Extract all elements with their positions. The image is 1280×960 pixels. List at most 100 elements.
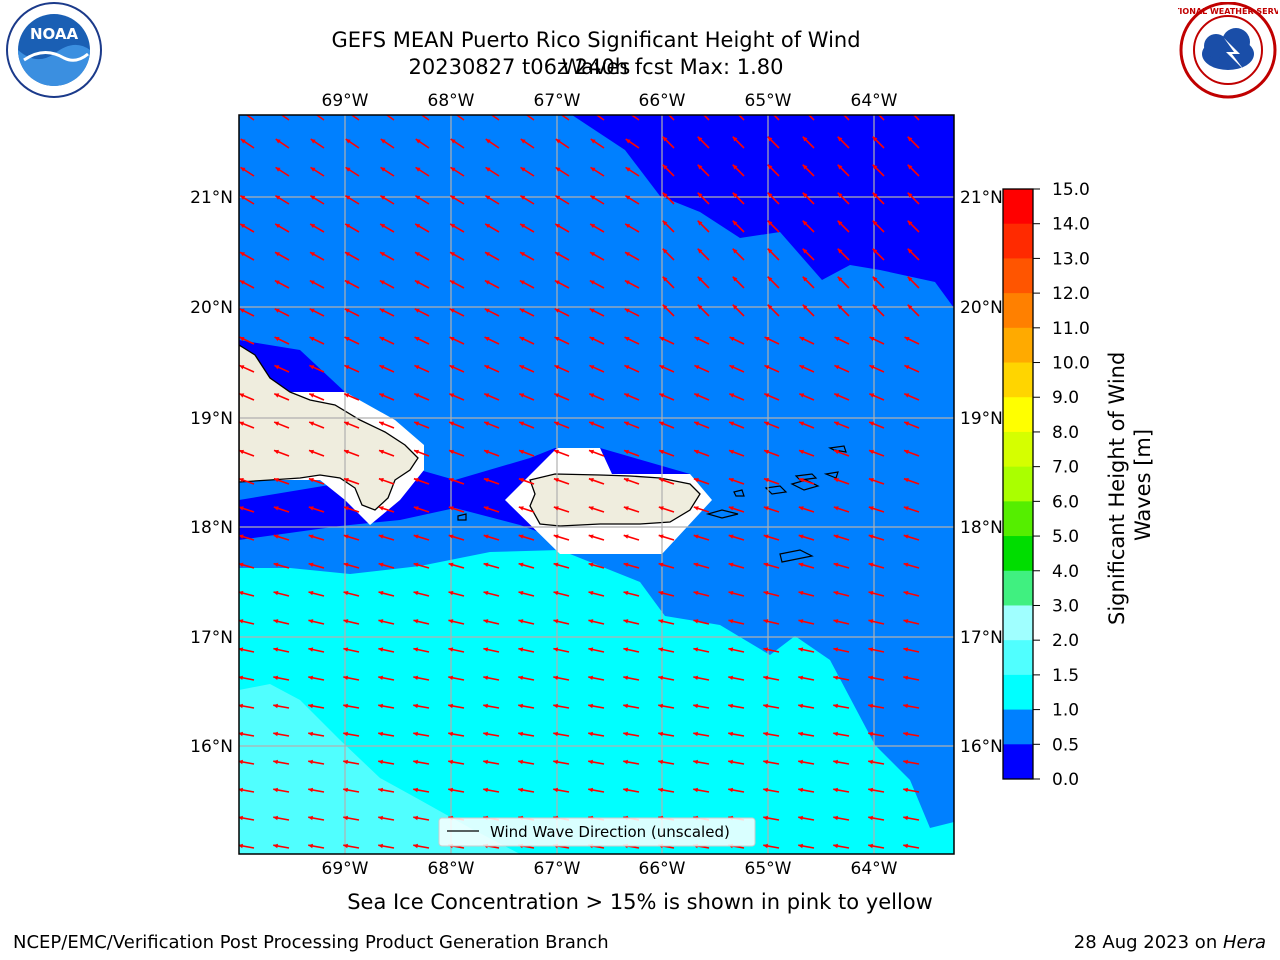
wave-direction-arrowhead bbox=[343, 787, 349, 793]
wave-direction-arrowhead bbox=[518, 534, 524, 539]
wave-direction-arrowhead bbox=[343, 590, 349, 596]
wave-direction-arrowhead bbox=[658, 478, 664, 483]
wave-direction-arrowhead bbox=[868, 787, 874, 793]
wave-direction-arrowhead bbox=[378, 759, 384, 765]
wave-direction-arrowhead bbox=[868, 506, 874, 511]
wave-direction-arrowhead bbox=[588, 703, 594, 709]
wave-direction-arrowhead bbox=[343, 478, 349, 483]
wave-direction-arrowhead bbox=[308, 506, 314, 511]
wave-direction-arrowhead bbox=[345, 195, 351, 200]
wave-direction-arrowhead bbox=[484, 421, 490, 426]
wave-direction-arrowhead bbox=[662, 248, 668, 254]
wave-direction-arrowhead bbox=[275, 139, 281, 144]
wave-direction-arrowhead bbox=[554, 393, 560, 398]
wave-direction-arrowhead bbox=[273, 703, 279, 709]
wave-direction-arrowhead bbox=[343, 506, 349, 511]
wave-direction-arrowhead bbox=[767, 136, 773, 142]
wave-direction-arrowhead bbox=[868, 590, 874, 596]
lon-label: 67°W bbox=[534, 859, 581, 879]
wave-direction-arrowhead bbox=[694, 421, 700, 426]
wave-direction-arrow bbox=[772, 115, 780, 121]
wave-direction-arrowhead bbox=[553, 534, 559, 539]
lon-labels-bottom: 69°W 68°W 67°W 66°W 65°W 64°W bbox=[322, 859, 898, 879]
wave-direction-arrowhead bbox=[833, 787, 839, 793]
wave-direction-arrowhead bbox=[555, 252, 561, 257]
wave-direction-arrowhead bbox=[240, 252, 246, 257]
wave-direction-arrowhead bbox=[798, 759, 804, 765]
wave-direction-arrowhead bbox=[274, 393, 280, 398]
wave-direction-arrowhead bbox=[308, 731, 314, 737]
nws-logo-text: NATIONAL WEATHER SERVICE bbox=[1178, 7, 1278, 16]
colorbar-tick-label: 10.0 bbox=[1052, 354, 1090, 374]
wave-direction-arrowhead bbox=[590, 139, 596, 144]
wave-direction-arrowhead bbox=[763, 647, 769, 652]
wave-direction-arrowhead bbox=[483, 506, 489, 511]
lon-label: 69°W bbox=[322, 859, 369, 879]
wave-direction-arrowhead bbox=[589, 280, 595, 285]
wave-direction-arrowhead bbox=[485, 223, 491, 229]
wave-direction-arrowhead bbox=[240, 139, 246, 144]
wave-direction-arrowhead bbox=[728, 675, 734, 681]
wave-direction-arrowhead bbox=[697, 220, 703, 226]
wave-direction-arrowhead bbox=[693, 534, 699, 539]
wave-direction-arrowhead bbox=[763, 675, 769, 681]
wave-direction-arrowhead bbox=[588, 759, 594, 765]
wave-direction-arrowhead bbox=[448, 478, 454, 483]
lon-label: 68°W bbox=[428, 91, 475, 111]
lat-label: 16°N bbox=[960, 737, 1003, 757]
colorbar-tick-label: 9.0 bbox=[1052, 388, 1079, 408]
wave-direction-arrowhead bbox=[273, 506, 279, 511]
wave-direction-arrowhead bbox=[872, 220, 878, 226]
wave-direction-arrowhead bbox=[693, 731, 699, 737]
wave-direction-arrowhead bbox=[484, 393, 490, 398]
wave-direction-arrowhead bbox=[379, 308, 385, 313]
wave-direction-arrowhead bbox=[590, 195, 596, 200]
wave-direction-arrowhead bbox=[239, 421, 245, 426]
wave-direction-arrowhead bbox=[309, 365, 315, 370]
wave-direction-arrowhead bbox=[414, 308, 420, 313]
wave-direction-arrowhead bbox=[798, 843, 804, 849]
wave-direction-arrowhead bbox=[907, 136, 913, 142]
wave-direction-arrowhead bbox=[833, 647, 839, 652]
wave-direction-arrowhead bbox=[728, 534, 734, 539]
wave-direction-arrowhead bbox=[413, 759, 419, 765]
wave-direction-arrowhead bbox=[518, 478, 524, 483]
wave-direction-arrowhead bbox=[484, 336, 490, 342]
wave-direction-arrowhead bbox=[662, 220, 668, 226]
chart-subtitle-forecast: 20230827 t06z 240h fcst Max: 1.80 bbox=[408, 55, 784, 79]
wave-direction-arrowhead bbox=[553, 506, 559, 511]
wave-direction-arrowhead bbox=[589, 421, 595, 426]
wave-direction-arrowhead bbox=[343, 759, 349, 765]
noaa-logo-text: NOAA bbox=[30, 25, 79, 43]
wave-direction-arrowhead bbox=[763, 619, 769, 624]
legend-label: Wind Wave Direction (unscaled) bbox=[490, 823, 730, 841]
wave-direction-arrowhead bbox=[869, 336, 875, 342]
wave-direction-arrowhead bbox=[833, 843, 839, 849]
map-area bbox=[239, 115, 954, 854]
wave-direction-arrowhead bbox=[907, 276, 913, 282]
wave-direction-arrowhead bbox=[310, 195, 316, 200]
wave-direction-arrowhead bbox=[239, 843, 244, 849]
wave-direction-arrowhead bbox=[413, 506, 419, 511]
wave-direction-arrowhead bbox=[484, 365, 490, 370]
wave-direction-arrowhead bbox=[732, 136, 738, 142]
wave-direction-arrowhead bbox=[273, 815, 279, 821]
wave-direction-arrowhead bbox=[728, 562, 734, 568]
wave-direction-arrowhead bbox=[239, 449, 244, 455]
wave-direction-arrowhead bbox=[239, 534, 244, 539]
wave-direction-arrowhead bbox=[588, 478, 594, 483]
wave-direction-arrowhead bbox=[798, 534, 804, 539]
wave-direction-arrowhead bbox=[799, 365, 805, 370]
wave-direction-arrowhead bbox=[553, 478, 559, 483]
lon-label: 65°W bbox=[745, 859, 792, 879]
wave-direction-arrowhead bbox=[728, 703, 734, 709]
wave-direction-arrowhead bbox=[308, 619, 314, 624]
wave-direction-arrowhead bbox=[662, 304, 668, 310]
wave-direction-arrowhead bbox=[380, 223, 386, 229]
wave-direction-arrowhead bbox=[763, 590, 769, 596]
chart-title: GEFS MEAN Puerto Rico Significant Height… bbox=[331, 28, 861, 79]
wave-direction-arrowhead bbox=[763, 759, 769, 765]
wave-direction-arrowhead bbox=[413, 815, 419, 821]
wave-direction-arrowhead bbox=[310, 223, 316, 229]
wave-direction-arrowhead bbox=[763, 506, 769, 511]
